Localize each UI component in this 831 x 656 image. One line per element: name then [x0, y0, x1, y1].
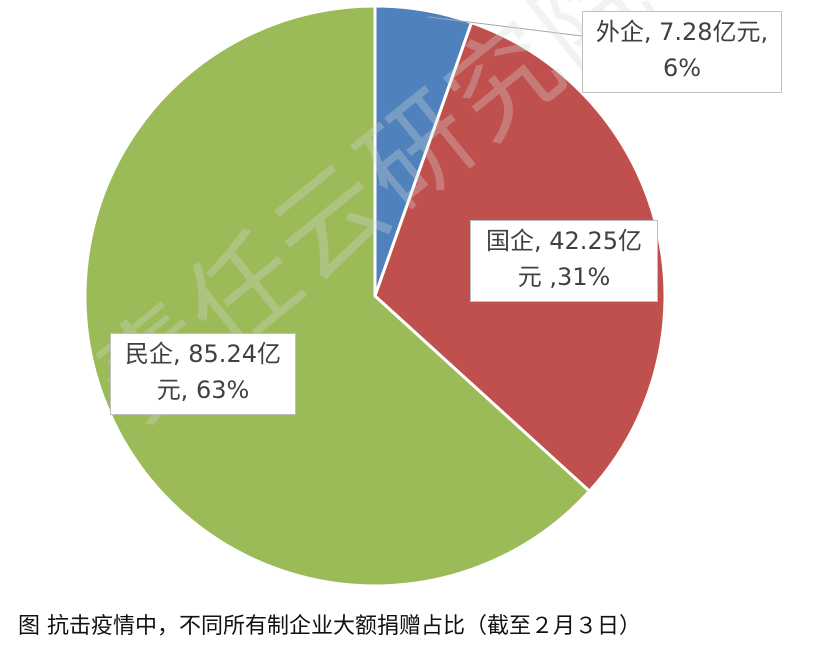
data-label-foreign: 外企, 7.28亿元, 6%	[582, 11, 782, 93]
data-label-state-line1: 国企, 42.25亿	[486, 227, 642, 255]
pie-chart: 责任云研究院 外企, 7.28亿元, 6% 国企, 42.25亿 元 ,31% …	[76, 0, 782, 588]
data-label-state-line2: 元 ,31%	[517, 263, 611, 291]
data-label-state: 国企, 42.25亿 元 ,31%	[470, 220, 658, 302]
data-label-foreign-line1: 外企, 7.28亿元,	[595, 18, 769, 46]
data-label-private-line1: 民企, 85.24亿	[125, 340, 281, 368]
figure-caption: 图 抗击疫情中，不同所有制企业大额捐赠占比（截至２月３日）	[18, 614, 641, 639]
data-label-foreign-line2: 6%	[662, 54, 702, 82]
data-label-private: 民企, 85.24亿 元, 63%	[110, 333, 296, 415]
pie-slice-private	[83, 4, 591, 588]
data-label-private-line2: 元, 63%	[156, 376, 250, 404]
leader-line-foreign	[427, 16, 583, 37]
